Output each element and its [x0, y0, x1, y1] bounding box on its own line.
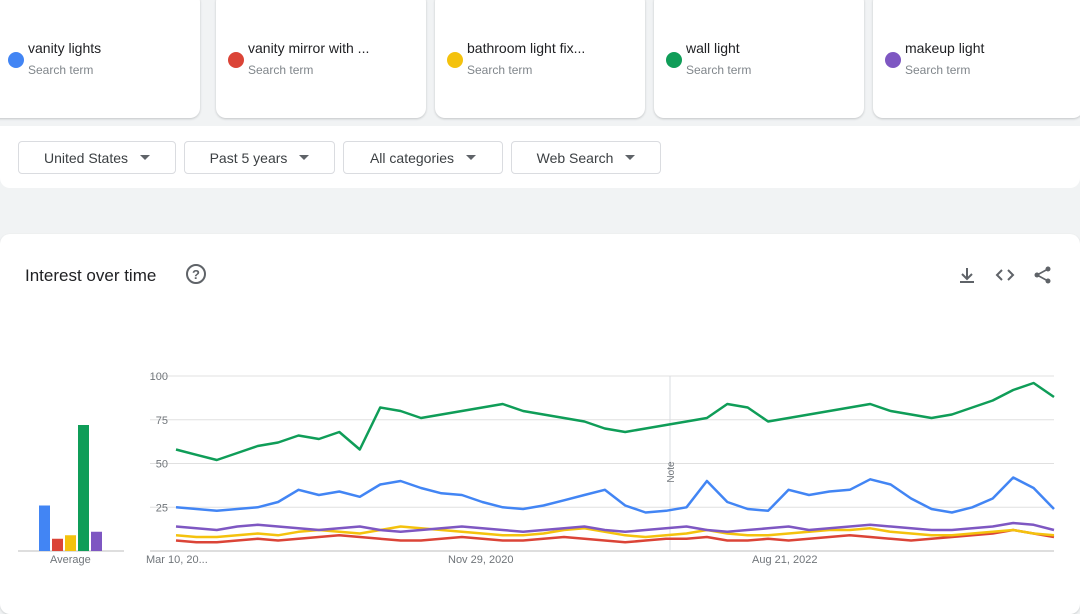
term-color-dot — [885, 52, 901, 68]
y-tick-label: 75 — [156, 415, 168, 427]
filter-bar: United States Past 5 years All categorie… — [0, 126, 1080, 188]
category-filter[interactable]: All categories — [343, 141, 503, 174]
dropdown-arrow-icon — [140, 155, 151, 160]
search-type-filter-label: Web Search — [536, 149, 614, 166]
series-line — [175, 381, 1055, 462]
term-card-bathroom-light[interactable]: bathroom light fix... Search term — [435, 0, 645, 118]
interest-chart: 25 50 75 100 Note — [18, 371, 1055, 552]
term-color-dot — [447, 52, 463, 68]
term-color-dot — [8, 52, 24, 68]
share-icon[interactable] — [1032, 264, 1054, 286]
term-subtitle: Search term — [467, 63, 533, 77]
x-tick-label: Aug 21, 2022 — [752, 554, 818, 566]
series-line — [175, 521, 1055, 534]
series-line — [175, 476, 1055, 514]
average-bar — [52, 538, 63, 551]
term-name: bathroom light fix... — [467, 40, 586, 56]
term-card-vanity-mirror[interactable]: vanity mirror with ... Search term — [216, 0, 426, 118]
dropdown-arrow-icon — [625, 155, 636, 160]
search-terms-row: vanity lights Search term vanity mirror … — [0, 0, 1080, 118]
interest-over-time-card: Interest over time ? 25 50 75 100 Note Avera… — [0, 234, 1080, 614]
term-color-dot — [228, 52, 244, 68]
y-tick-label: 50 — [156, 459, 168, 471]
y-tick-label: 25 — [156, 502, 168, 514]
time-range-filter[interactable]: Past 5 years — [184, 141, 335, 174]
download-icon[interactable] — [956, 264, 978, 286]
average-bar — [39, 505, 50, 551]
term-name: vanity lights — [28, 40, 102, 56]
region-filter-label: United States — [43, 149, 129, 166]
y-tick-label: 100 — [150, 371, 168, 383]
term-name: makeup light — [905, 40, 985, 56]
chart-title: Interest over time — [25, 266, 157, 285]
note-marker-label: Note — [666, 461, 677, 483]
category-filter-label: All categories — [369, 149, 455, 166]
time-range-filter-label: Past 5 years — [209, 149, 288, 166]
series-line — [175, 528, 1055, 544]
term-card-vanity-lights[interactable]: vanity lights Search term — [0, 0, 200, 118]
embed-code-icon[interactable] — [994, 264, 1016, 286]
search-type-filter[interactable]: Web Search — [511, 141, 661, 174]
help-circle-icon[interactable]: ? — [186, 264, 206, 284]
term-color-dot — [666, 52, 682, 68]
term-subtitle: Search term — [686, 63, 752, 77]
average-label: Average — [50, 554, 91, 566]
term-subtitle: Search term — [28, 63, 94, 77]
dropdown-arrow-icon — [299, 155, 310, 160]
term-subtitle: Search term — [905, 63, 971, 77]
term-subtitle: Search term — [248, 63, 314, 77]
term-card-makeup-light[interactable]: makeup light Search term — [873, 0, 1080, 118]
x-tick-label: Mar 10, 20... — [146, 554, 208, 566]
region-filter[interactable]: United States — [18, 141, 176, 174]
average-bar — [91, 531, 102, 551]
average-bar — [65, 535, 76, 551]
term-name: vanity mirror with ... — [248, 40, 370, 56]
dropdown-arrow-icon — [466, 155, 477, 160]
term-card-wall-light[interactable]: wall light Search term — [654, 0, 864, 118]
term-name: wall light — [686, 40, 740, 56]
average-bar — [78, 425, 89, 551]
x-tick-label: Nov 29, 2020 — [448, 554, 514, 566]
